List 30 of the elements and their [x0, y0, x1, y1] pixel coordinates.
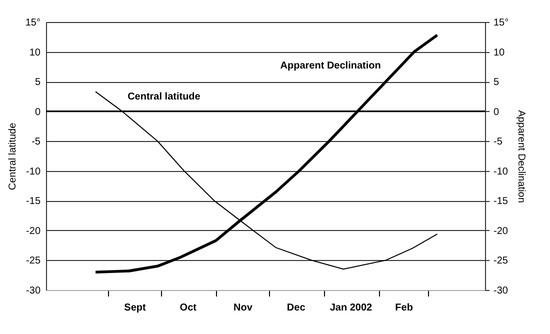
y-tick-label: -5 [32, 136, 41, 148]
x-tick-label: Feb [395, 302, 413, 314]
y-tick-label: -10 [26, 166, 41, 178]
series-label: Apparent Declination [280, 60, 381, 72]
y2-tick-label: -15 [494, 196, 508, 208]
x-tick-label: Dec [286, 302, 306, 314]
y-tick-label: 0 [34, 106, 41, 118]
y2-tick-label: -30 [494, 286, 508, 296]
y-axis-title: Central latitude [7, 122, 18, 190]
x-tick-label: Nov [234, 302, 253, 314]
y2-axis-title: Apparent Declination [516, 110, 527, 203]
x-tick-label: Sept [124, 302, 147, 314]
y2-tick-label: 0 [494, 106, 500, 118]
y-tick-label: 5 [34, 77, 41, 88]
y2-tick-label: -10 [494, 166, 508, 178]
y-tick-label: -20 [26, 226, 41, 237]
y-tick-label: -30 [26, 286, 41, 296]
y2-tick-label: 10 [494, 47, 506, 58]
y2-tick-label: -5 [494, 136, 503, 148]
y-tick-label: -25 [26, 256, 41, 267]
series-label: Central latitude [128, 92, 201, 103]
y2-tick-label: 15° [494, 18, 509, 28]
y-tick-label: 15° [25, 18, 40, 28]
y2-tick-label: -20 [494, 226, 508, 237]
x-tick-label: Oct [180, 302, 198, 314]
y-tick-label: 10 [29, 47, 41, 58]
y2-tick-label: -25 [494, 256, 508, 267]
x-tick-label: Jan 2002 [330, 302, 373, 314]
y-tick-label: -15 [26, 196, 41, 208]
y2-tick-label: 5 [494, 77, 500, 88]
